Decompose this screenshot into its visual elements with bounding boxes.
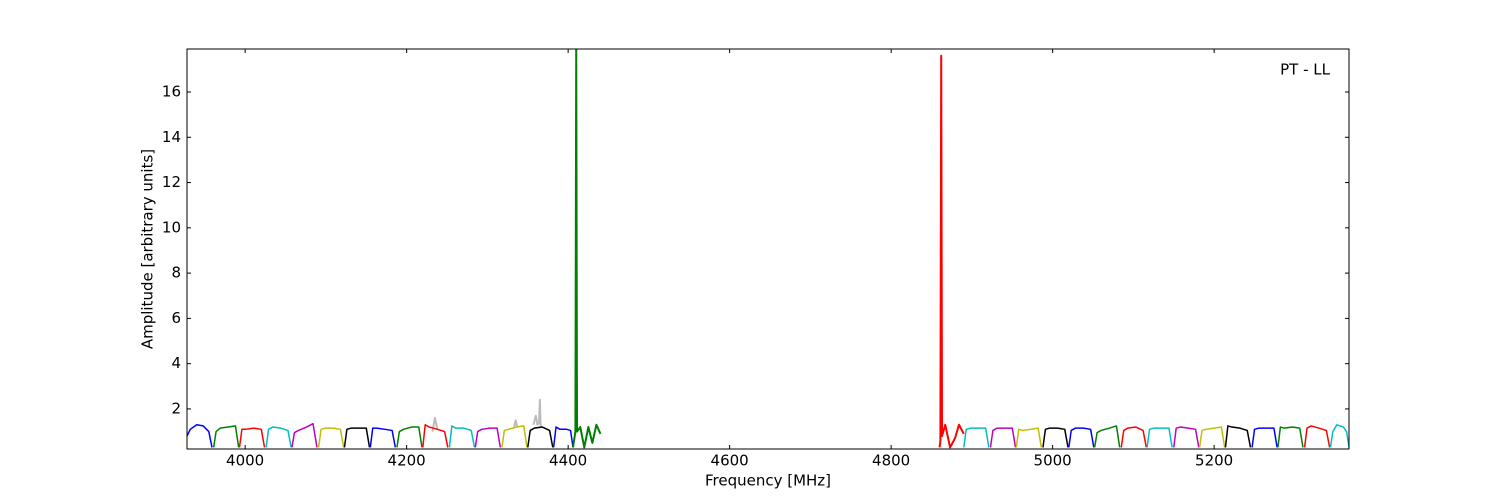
spectrum-line [1173, 426, 1200, 448]
spectrum-line [1146, 427, 1173, 448]
spectrum-line [1198, 426, 1226, 448]
spectrum-line [343, 427, 371, 448]
spectrum-line [1093, 425, 1121, 448]
spectrum-line [1251, 427, 1278, 448]
spectrum-line [1303, 425, 1331, 448]
y-tick-label: 4 [171, 354, 181, 372]
plot-lines [187, 49, 1349, 449]
x-tick-label: 5000 [1034, 452, 1072, 470]
x-tick-label: 5200 [1195, 452, 1233, 470]
x-tick-label: 4600 [711, 452, 749, 470]
y-tick-label: 8 [171, 264, 181, 282]
spectrum-line [396, 426, 423, 448]
spectrum-line [572, 49, 602, 449]
y-tick-label: 2 [171, 399, 181, 417]
spectrum-line [291, 422, 318, 448]
spectrum-line [1042, 427, 1069, 448]
spectrum-line [1068, 427, 1095, 448]
spectrum-line [989, 427, 1017, 448]
spectrum-line [369, 427, 397, 448]
spectrum-line [187, 424, 213, 448]
spectrum-line [1120, 426, 1148, 448]
spectrum-line [474, 427, 502, 448]
x-tick-label: 4200 [388, 452, 426, 470]
x-tick-label: 4000 [226, 452, 264, 470]
y-tick-label: 10 [162, 218, 181, 236]
spectrum-line [265, 426, 292, 448]
spectrum-line [422, 424, 449, 448]
spectrum-line [317, 427, 345, 448]
spectrum-line [501, 425, 528, 448]
y-tick-label: 6 [171, 309, 181, 327]
spectrum-line [1277, 426, 1304, 448]
x-tick-label: 4400 [549, 452, 587, 470]
spectrum-line [1015, 427, 1043, 448]
y-axis-label: Amplitude [arbitrary units] [139, 149, 157, 349]
y-tick-label: 14 [162, 128, 181, 146]
spectrum-line [448, 425, 476, 448]
spectrum-line [527, 426, 554, 448]
x-axis-label: Frequency [MHz] [705, 472, 831, 490]
spectrum-line [938, 54, 965, 449]
spectrum-line [238, 427, 266, 448]
axes-frame [186, 48, 1350, 450]
spectrum-line [963, 427, 990, 448]
y-tick-label: 16 [162, 83, 181, 101]
spectrum-line [431, 398, 542, 432]
spectrum-line [552, 426, 574, 448]
spectrum-line [1329, 424, 1349, 448]
x-tick-label: 4800 [872, 452, 910, 470]
spectrum-line [1224, 425, 1252, 448]
y-tick-label: 12 [162, 173, 181, 191]
spectrum-line [212, 425, 240, 448]
annotation: PT - LL [1280, 61, 1331, 79]
